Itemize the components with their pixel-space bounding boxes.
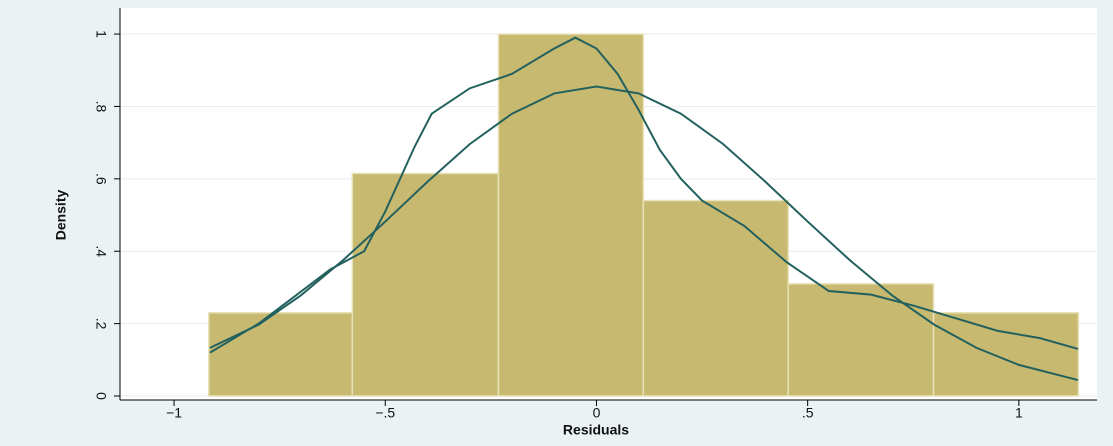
density-curve [209,85,1079,382]
y-tick-label: 0 [93,392,109,400]
y-axis-label: Density [53,190,69,241]
bar [497,33,645,397]
bar [787,283,935,397]
x-tick-label: 0 [593,405,601,421]
x-tick-label: 1 [1015,405,1023,421]
y-tick-label: .8 [93,101,109,113]
x-tick-label: −1 [166,405,182,421]
y-tick-label: .4 [93,245,109,257]
y-tick-label: .2 [93,318,109,330]
bar [932,312,1080,397]
bar [351,172,500,397]
y-tick-label: 1 [93,30,109,38]
x-axis-label: Residuals [563,422,629,438]
bar [207,312,354,397]
x-tick-label: .5 [802,405,814,421]
y-tick-label: .6 [93,173,109,185]
x-tick-label: −.5 [375,405,395,421]
bar [642,199,789,397]
